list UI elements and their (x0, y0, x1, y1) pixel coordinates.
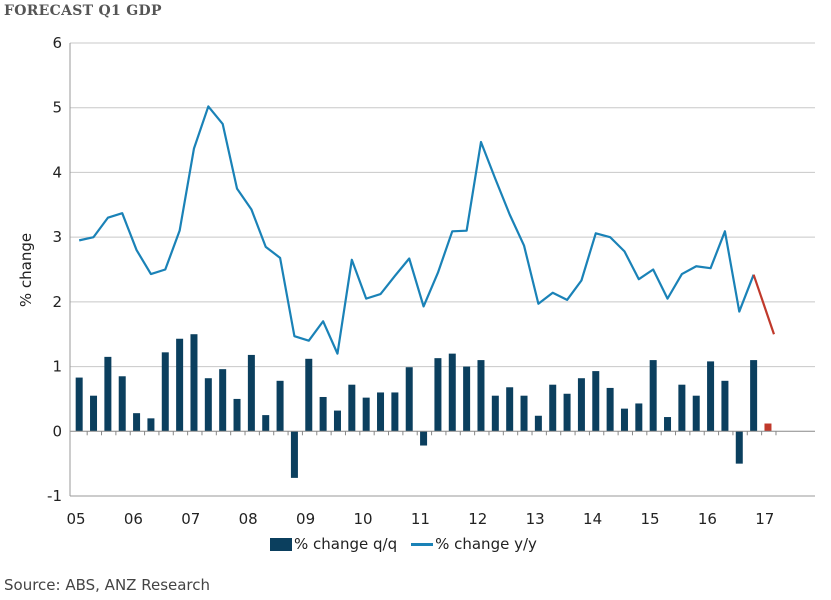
y-tick-label: 0 (52, 422, 62, 440)
bar-qq (707, 361, 715, 432)
bar-series-qq (75, 334, 772, 478)
bar-qq (161, 352, 169, 432)
line-yy-forecast (752, 274, 776, 335)
bar-qq (75, 377, 83, 432)
bar-qq (290, 431, 298, 478)
bar-qq (434, 358, 442, 432)
bar-qq (333, 410, 341, 432)
bar-qq (549, 384, 557, 432)
bar-qq (247, 354, 255, 432)
bar-qq (420, 431, 428, 446)
x-tick-label: 07 (181, 510, 200, 528)
y-tick-label: 3 (52, 228, 62, 246)
legend: % change q/q % change y/y (270, 535, 537, 553)
bar-qq (750, 360, 758, 432)
bar-qq (577, 378, 585, 432)
bar-qq (276, 380, 284, 432)
bar-qq (133, 413, 141, 432)
x-tick-label: 08 (239, 510, 258, 528)
bar-qq (391, 392, 399, 432)
line-series-yy (78, 105, 776, 355)
x-tick-label: 06 (124, 510, 143, 528)
y-tick-label: 2 (52, 293, 62, 311)
source-note: Source: ABS, ANZ Research (4, 576, 211, 594)
x-tick-label: 13 (526, 510, 545, 528)
bar-qq (90, 395, 98, 432)
bar-qq (692, 395, 700, 432)
bar-qq (104, 356, 112, 432)
bar-qq (491, 395, 499, 432)
bar-qq (506, 387, 514, 432)
legend-line-swatch (411, 542, 434, 546)
bar-qq (477, 360, 485, 432)
bar-qq (219, 369, 227, 432)
bar-qq (534, 415, 542, 432)
bar-qq (233, 398, 241, 432)
bar-qq (262, 415, 270, 432)
y-axis-label: % change (17, 233, 35, 307)
bar-qq (147, 418, 155, 432)
x-tick-label: 17 (755, 510, 774, 528)
x-tick-label: 15 (640, 510, 659, 528)
x-tick-label: 14 (583, 510, 602, 528)
bar-qq (735, 431, 743, 464)
y-tick-label: -1 (47, 487, 62, 505)
bar-qq (319, 396, 327, 432)
bar-qq (448, 353, 456, 432)
bar-qq (463, 366, 471, 432)
y-tick-label: 1 (52, 358, 62, 376)
bar-qq (305, 358, 313, 432)
legend-label-yy: % change y/y (435, 535, 537, 553)
bar-qq (348, 384, 356, 432)
x-tick-label: 11 (411, 510, 430, 528)
bar-qq (721, 380, 729, 432)
bar-qq (204, 378, 212, 432)
x-tick-label: 12 (468, 510, 487, 528)
y-tick-label: 4 (52, 163, 62, 181)
bar-qq (664, 417, 672, 432)
bar-qq (678, 384, 686, 432)
bar-qq (190, 334, 198, 432)
bar-qq-forecast (764, 423, 772, 432)
bar-qq (520, 395, 528, 432)
y-tick-label: 5 (52, 99, 62, 117)
bar-qq (620, 408, 628, 432)
legend-label-qq: % change q/q (294, 535, 398, 553)
chart-title: FORECAST Q1 GDP (4, 3, 162, 19)
legend-bar-swatch (270, 537, 292, 551)
bar-qq (592, 371, 600, 432)
x-tick-label: 05 (66, 510, 85, 528)
zero-axis (70, 430, 815, 436)
bar-qq (176, 338, 184, 432)
bar-qq (118, 376, 126, 432)
bar-qq (649, 360, 657, 432)
bar-qq (563, 393, 571, 432)
x-tick-label: 16 (698, 510, 717, 528)
bar-qq (635, 403, 643, 432)
line-yy (78, 105, 755, 355)
bar-qq (606, 387, 614, 432)
bar-qq (377, 392, 385, 432)
x-tick-label: 10 (353, 510, 372, 528)
bar-qq (362, 397, 370, 432)
bar-qq (405, 367, 413, 432)
x-tick-label: 09 (296, 510, 315, 528)
y-tick-label: 6 (52, 34, 62, 52)
